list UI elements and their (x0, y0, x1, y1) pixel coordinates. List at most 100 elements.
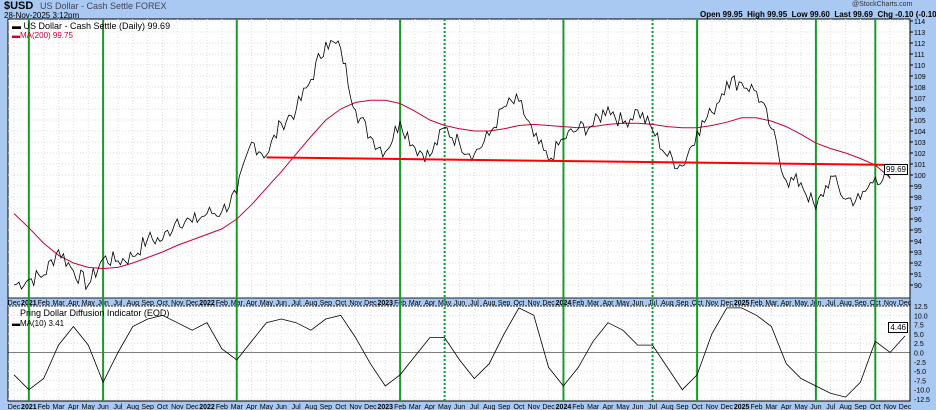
x-tick-label: Nov (706, 404, 719, 410)
x-tick-label: Nov (171, 300, 184, 307)
x-tick-label: Dec (542, 404, 555, 410)
x-tick-label: May (438, 404, 452, 410)
price-y-tick-label: 102 (914, 151, 926, 158)
price-y-tick-label: 112 (914, 41, 925, 48)
x-tick-label: Apr (781, 404, 793, 410)
x-tick-label: Feb (38, 300, 50, 307)
price-y-tick-label: 110 (914, 63, 925, 70)
x-tick-label: Sep (141, 300, 154, 307)
x-tick-label: 2025 (734, 404, 750, 410)
indicator-y-tick-label: 2.5 (914, 341, 924, 348)
x-tick-label: Oct (513, 404, 524, 410)
x-tick-label: May (82, 404, 96, 410)
x-tick-label: Apr (246, 300, 258, 307)
price-y-tick-label: 104 (914, 129, 926, 136)
x-tick-label: Jul (470, 300, 479, 307)
high: High 99.95 (747, 10, 788, 19)
indicator-y-tick-label: 5.0 (914, 332, 924, 339)
x-tick-label: Dec (8, 300, 21, 307)
price-y-tick-label: 92 (914, 261, 922, 268)
x-tick-label: Sep (320, 404, 333, 410)
x-tick-label: Apr (246, 404, 258, 410)
price-y-tick-label: 95 (914, 228, 922, 235)
x-tick-label: Oct (335, 300, 346, 307)
price-y-tick-label: 101 (914, 162, 926, 169)
x-tick-label: Aug (661, 300, 674, 307)
x-tick-label: May (260, 300, 274, 307)
x-tick-label: Dec (186, 404, 199, 410)
x-tick-label: Aug (483, 300, 496, 307)
ma200-line (13, 99, 891, 270)
price-y-tick-label: 96 (914, 217, 922, 224)
x-tick-label: May (260, 404, 274, 410)
x-tick-label: Dec (364, 404, 377, 410)
x-tick-label: Sep (676, 404, 689, 410)
indicator-panel (7, 305, 911, 402)
x-tick-label: May (794, 300, 808, 307)
last-indicator-label: 4.46 (888, 322, 908, 333)
x-tick-label: Aug (305, 300, 318, 307)
x-tick-label: May (616, 300, 630, 307)
x-tick-label: Feb (572, 300, 584, 307)
price-y-tick-label: 94 (914, 239, 922, 246)
indicator-y-tick-label: -5.0 (914, 369, 926, 376)
x-tick-label: Jun (454, 300, 465, 307)
legend-price: ▬ US Dollar - Cash Settle (Daily) 99.69 (12, 21, 171, 31)
x-tick-label: Aug (127, 404, 140, 410)
x-tick-label: Dec (721, 300, 734, 307)
x-tick-label: Jul (470, 404, 479, 410)
indicator-y-tick-label: -2.5 (914, 360, 926, 367)
x-tick-label: 2023 (377, 300, 393, 307)
x-tick-label: Sep (498, 404, 511, 410)
x-tick-label: Oct (157, 300, 168, 307)
x-tick-label: Nov (706, 300, 719, 307)
x-tick-label: Sep (854, 300, 867, 307)
x-tick-label: May (794, 404, 808, 410)
x-tick-label: Mar (587, 404, 600, 410)
x-tick-label: Aug (483, 404, 496, 410)
x-tick-label: Jun (276, 404, 287, 410)
x-tick-label: Oct (513, 300, 524, 307)
x-tick-label: Nov (884, 300, 897, 307)
open: Open 99.95 (700, 10, 743, 19)
indicator-line (13, 307, 906, 398)
x-tick-label: Jul (292, 404, 301, 410)
x-tick-label: Nov (884, 404, 897, 410)
indicator-y-tick-label: -12.5 (914, 397, 930, 404)
price-y-tick-label: 113 (914, 30, 925, 37)
x-tick-label: Sep (498, 300, 511, 307)
price-y-tick-label: 109 (914, 74, 926, 81)
price-y-tick-label: 103 (914, 140, 926, 147)
x-tick-label: Jul (113, 300, 122, 307)
price-line (13, 39, 891, 291)
x-tick-label: Dec (8, 404, 21, 410)
x-tick-label: Apr (603, 404, 615, 410)
x-tick-label: Jul (648, 404, 657, 410)
x-tick-label: Dec (542, 300, 555, 307)
indicator-y-tick-label: -10.0 (914, 388, 930, 395)
x-tick-label: Feb (38, 404, 50, 410)
x-tick-label: Nov (528, 404, 541, 410)
x-tick-label: Apr (424, 300, 436, 307)
x-tick-label: May (616, 404, 630, 410)
price-y-tick-label: 108 (914, 85, 926, 92)
instrument-name: US Dollar - Cash Settle FOREX (40, 1, 167, 11)
x-tick-label: Feb (572, 404, 584, 410)
price-y-tick-label: 99 (914, 184, 922, 191)
x-tick-label: Sep (141, 404, 154, 410)
x-tick-label: Mar (765, 300, 778, 307)
x-tick-label: Aug (839, 404, 852, 410)
legend-ma: ▬MA(200) 99.75 (12, 31, 73, 40)
x-tick-label: Jun (454, 404, 465, 410)
x-tick-label: Dec (899, 404, 912, 410)
x-tick-label: Feb (750, 404, 762, 410)
price-y-tick-label: 90 (914, 283, 922, 290)
last-price-label: 99.69 (883, 164, 908, 175)
x-tick-label: Sep (854, 404, 867, 410)
x-tick-label: Nov (349, 300, 362, 307)
x-tick-label: 2024 (556, 404, 572, 410)
x-tick-label: Jun (632, 404, 643, 410)
x-tick-label: Mar (409, 404, 422, 410)
watermark: @StockCharts.com (852, 1, 913, 8)
x-tick-label: Oct (335, 404, 346, 410)
